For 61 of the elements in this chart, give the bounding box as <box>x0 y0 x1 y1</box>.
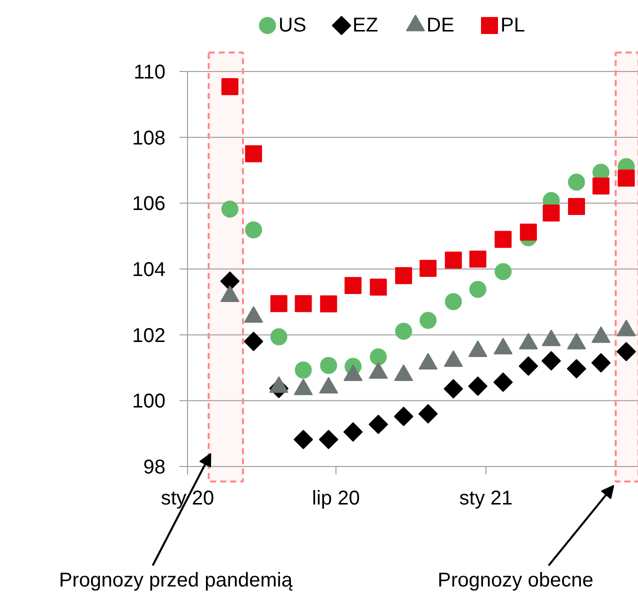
point <box>394 406 414 426</box>
x-tick-label: lip 20 <box>312 488 360 510</box>
point <box>221 200 238 218</box>
point <box>343 422 363 442</box>
y-tick-label: 102 <box>132 324 166 347</box>
y-tick-label: 98 <box>143 456 166 478</box>
point <box>294 430 313 450</box>
legend-label: EZ <box>352 14 378 36</box>
point <box>320 356 338 374</box>
point <box>245 145 262 162</box>
point <box>518 356 538 376</box>
y-tick-label: 108 <box>132 127 166 150</box>
point <box>591 353 611 373</box>
y-tick-label: 100 <box>132 390 166 413</box>
point <box>245 221 262 238</box>
x-tick-label: sty 21 <box>459 488 513 510</box>
point <box>294 295 312 312</box>
point <box>566 359 586 378</box>
band-label: Prognozy obecne <box>438 570 594 592</box>
point <box>220 271 240 291</box>
y-tick-label: 106 <box>132 193 166 216</box>
point <box>444 379 464 399</box>
point <box>270 328 288 346</box>
point <box>494 230 512 248</box>
point <box>294 362 312 379</box>
point <box>468 376 488 396</box>
point <box>420 312 437 329</box>
point <box>568 198 586 215</box>
band-label: Prognozy przed pandemią <box>58 570 294 592</box>
y-tick-label: 104 <box>132 259 166 281</box>
point <box>469 250 486 268</box>
legend-label: PL <box>500 14 525 36</box>
legend-label: US <box>278 14 306 36</box>
y-tick-label: 110 <box>134 62 166 84</box>
point <box>494 263 512 280</box>
point <box>395 322 412 340</box>
point <box>444 252 462 269</box>
point <box>592 178 610 195</box>
point <box>418 404 438 424</box>
point <box>320 295 338 312</box>
point <box>370 278 387 296</box>
point <box>542 204 560 222</box>
point <box>616 342 636 362</box>
point <box>270 295 288 312</box>
point <box>420 260 437 277</box>
point <box>368 414 388 434</box>
point <box>469 280 486 298</box>
legend-label: DE <box>426 14 454 36</box>
point <box>568 174 586 191</box>
point <box>444 293 462 310</box>
point <box>618 170 635 187</box>
point <box>493 372 513 392</box>
point <box>542 351 561 371</box>
point <box>221 78 238 96</box>
point <box>395 267 412 284</box>
point <box>244 332 264 352</box>
point <box>344 276 362 294</box>
point <box>318 430 338 450</box>
point <box>520 224 537 241</box>
point <box>370 348 387 366</box>
x-tick-label: sty 20 <box>160 488 214 510</box>
